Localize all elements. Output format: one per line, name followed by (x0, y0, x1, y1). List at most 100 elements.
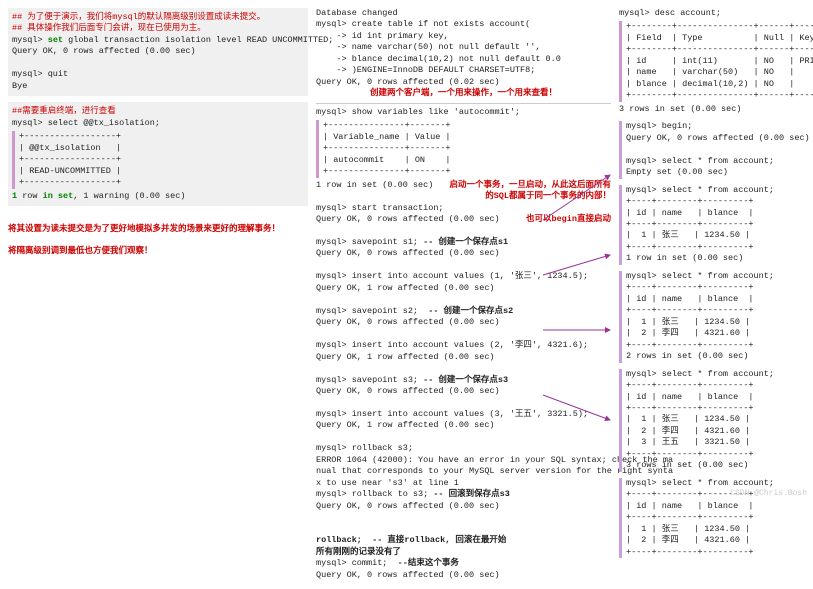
blank (8, 212, 308, 223)
result-rows: 3 rows in set (0.00 sec) (619, 104, 813, 115)
blank (316, 397, 611, 408)
cmd-insert-2: mysql> insert into account values (2, '李… (316, 340, 611, 351)
tbl-row: | name | varchar(50) | NO | | | | (626, 67, 813, 78)
tbl-border: +----+--------+---------+ (626, 282, 813, 293)
tbl-row: | 2 | 李四 | 4321.60 | (626, 535, 813, 546)
tbl-row: | 1 | 张三 | 1234.50 | (626, 414, 813, 425)
cmd-begin: mysql> begin; (626, 121, 813, 132)
note-simulate: 将其设置为读未提交是为了更好地模拟多并发的场景来更好的理解事务！ (8, 224, 308, 235)
result-row: 1 row in set, 1 warning (0.00 sec) (12, 191, 304, 202)
result-ok: Query OK, 0 rows affected (0.00 sec) (626, 133, 813, 144)
tbl-border: +----+--------+---------+ (626, 512, 813, 523)
cmd-commit: mysql> commit; --结束这个事务 (316, 558, 611, 569)
tbl-hdr: | id | name | blance | (626, 208, 813, 219)
result-ok: Query OK, 1 row affected (0.00 sec) (316, 283, 611, 294)
result-ok: Query OK, 0 rows affected (0.02 sec) (316, 77, 611, 88)
note-two-clients: 创建两个客户端，一个用来操作，一个用来查看！ (316, 88, 611, 99)
tbl-row: | READ-UNCOMMITTED | (19, 166, 304, 177)
cmd-create-col-blance: -> blance decimal(10,2) not null default… (316, 54, 611, 65)
tbl-hdr: | Field | Type | Null | Key | Default | … (626, 33, 813, 44)
cmd-create-col-id: -> id int primary key, (316, 31, 611, 42)
tbl-border: +----+--------+---------+ (626, 242, 813, 253)
blank (316, 432, 611, 443)
result-ok: Query OK, 0 rows affected (0.00 sec) (316, 386, 611, 397)
tbl-border: +----+--------+---------+ (626, 403, 813, 414)
tbl-row: | 3 | 王五 | 3321.50 | (626, 437, 813, 448)
result-ok-begin: Query OK, 0 rows affected (0.00 sec) 也可以… (316, 214, 611, 225)
result-empty: Empty set (0.00 sec) (626, 167, 813, 178)
result-rows: 3 rows in set (0.00 sec) (626, 460, 813, 471)
tbl-hdr: | id | name | blance | (626, 501, 813, 512)
result-rows: 1 row in set (0.00 sec) (626, 253, 813, 264)
tbl-border: +----+--------+---------+ (626, 340, 813, 351)
result-ok: Query OK, 0 rows affected (0.00 sec) (316, 570, 611, 581)
result-ok: Query OK, 1 row affected (0.00 sec) (316, 352, 611, 363)
result-ok: Query OK, 0 rows affected (0.00 sec) (316, 501, 611, 512)
result-ok: Query OK, 1 row affected (0.00 sec) (316, 420, 611, 431)
err-line-1: ERROR 1064 (42000): You have an error in… (316, 455, 611, 466)
cmd-rollback-to-s3: mysql> rollback to s3; -- 回滚到保存点s3 (316, 489, 611, 500)
tbl-row: | Variable_name | Value | (323, 132, 611, 143)
tbl-row: | 1 | 张三 | 1234.50 | (626, 524, 813, 535)
blank (316, 329, 611, 340)
cmd-insert-3: mysql> insert into account values (3, '王… (316, 409, 611, 420)
tbl-border: +------------------+ (19, 154, 304, 165)
cmd-set-isolation: mysql> set global transaction isolation … (12, 35, 304, 46)
blank (316, 225, 611, 236)
tbl-border: +---------------+-------+ (323, 143, 611, 154)
cmd-savepoint-s2: mysql> savepoint s2; -- 创建一个保存点s2 (316, 306, 611, 317)
cmd-savepoint-s1: mysql> savepoint s1; -- 创建一个保存点s1 (316, 237, 611, 248)
cmd-savepoint-s3: mysql> savepoint s3; -- 创建一个保存点s3 (316, 375, 611, 386)
blank (316, 260, 611, 271)
txt-dbchanged: Database changed (316, 8, 611, 19)
tbl-row: | 1 | 张三 | 1234.50 | (626, 230, 813, 241)
tbl-border: +----+--------+---------+ (626, 449, 813, 460)
tbl-border: +----+--------+---------+ (626, 547, 813, 558)
tbl-border: +----+--------+---------+ (626, 196, 813, 207)
note-isolation-2: ## 具体操作我们后面专门会讲，现在已使用为主。 (12, 23, 304, 34)
result-autocommit: 1 row in set (0.00 sec) 启动一个事务，一旦启动，从此这后… (316, 180, 611, 191)
blank (316, 512, 611, 523)
tbl-border: +---------------+-------+ (323, 120, 611, 131)
note-isolation-1: ## 为了便于演示，我们将mysql的默认隔离级别设置成读未提交。 (12, 12, 304, 23)
blank (316, 294, 611, 305)
tbl-row: | blance | decimal(10,2) | NO | | 0.00 |… (626, 79, 813, 90)
cmd-select: mysql> select * from account; (626, 156, 813, 167)
tbl-row: | @@tx_isolation | (19, 143, 304, 154)
cmd-start-tx: mysql> start transaction; (316, 203, 611, 214)
tbl-border: +------------------+ (19, 131, 304, 142)
tbl-row: | 2 | 李四 | 4321.60 | (626, 328, 813, 339)
cmd-insert-1: mysql> insert into account values (1, '张… (316, 271, 611, 282)
tbl-border: +----+--------+---------+ (626, 305, 813, 316)
tbl-row: | 1 | 张三 | 1234.50 | (626, 317, 813, 328)
cmd-quit: mysql> quit (12, 69, 304, 80)
note-lowlevel: 将隔离级别调到最低也方便我们观察！ (8, 246, 308, 257)
tbl-border: +--------+---------------+------+-----+-… (626, 90, 813, 101)
tbl-border: +------------------+ (19, 177, 304, 188)
note-restart: ##需要重启终端，进行查看 (12, 106, 304, 117)
tbl-row: | autocommit | ON | (323, 155, 611, 166)
cmd-rollback-s3: mysql> rollback s3; (316, 443, 611, 454)
tbl-border: +--------+---------------+------+-----+-… (626, 21, 813, 32)
cmd-select: mysql> select * from account; (626, 271, 813, 282)
tbl-row: | 2 | 李四 | 4321.60 | (626, 426, 813, 437)
tbl-border: +----+--------+---------+ (626, 219, 813, 230)
cmd-select: mysql> select * from account; (626, 369, 813, 380)
tbl-row: | id | int(11) | NO | PRI | NULL | | (626, 56, 813, 67)
tbl-border: +---------------+-------+ (323, 166, 611, 177)
cmd-select: mysql> select * from account; (626, 185, 813, 196)
err-line-3: x to use near 's3' at line 1 (316, 478, 611, 489)
blank (316, 524, 611, 535)
result-ok: Query OK, 0 rows affected (0.00 sec) (316, 248, 611, 259)
watermark: CSDN @Chris.Bosh (730, 489, 807, 498)
cmd-bye: Bye (12, 81, 304, 92)
cmd-select-iso: mysql> select @@tx_isolation; (12, 118, 304, 129)
cmd-show-vars: mysql> show variables like 'autocommit'; (316, 107, 611, 118)
blank (8, 235, 308, 246)
blank (626, 144, 813, 155)
tbl-hdr: | id | name | blance | (626, 392, 813, 403)
result-ok: Query OK, 0 rows affected (0.00 sec) (12, 46, 304, 57)
blank (12, 58, 304, 69)
tbl-border: +--------+---------------+------+-----+-… (626, 44, 813, 55)
err-line-2: nual that corresponds to your MySQL serv… (316, 466, 611, 477)
